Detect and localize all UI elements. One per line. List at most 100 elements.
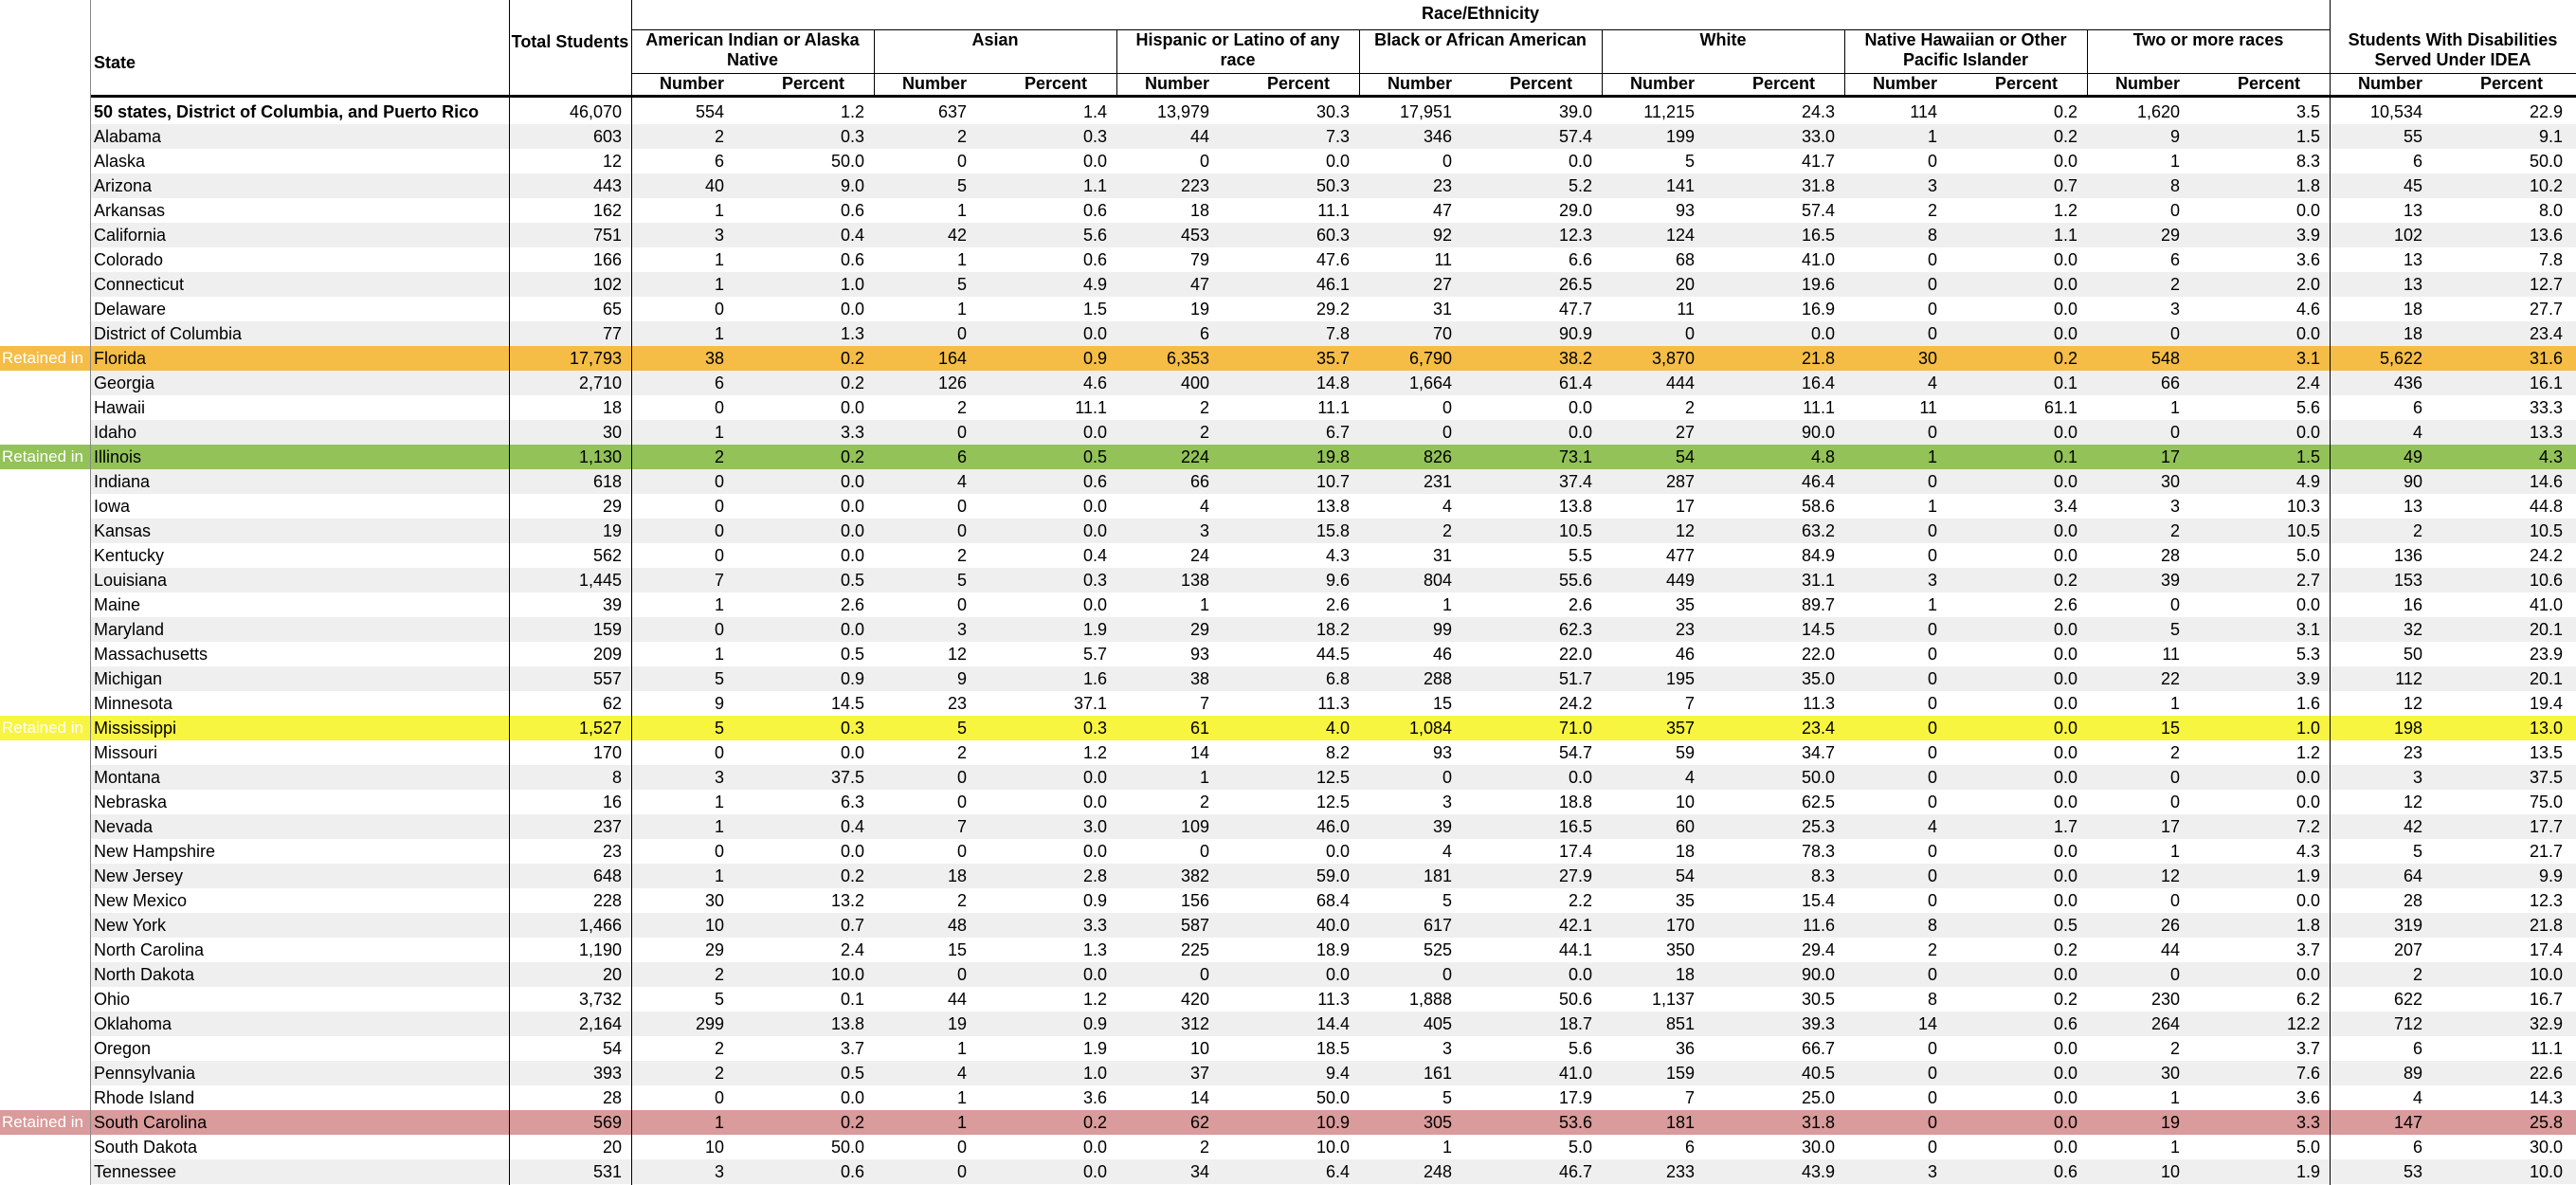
number-cell: 0 [1927, 965, 1937, 984]
number-cell: 2 [1442, 521, 1452, 540]
percent-cell: 30.3 [1315, 102, 1350, 121]
state-name: Massachusetts [94, 645, 209, 664]
number-cell: 7 [1684, 694, 1695, 713]
percent-cell: 46.0 [1315, 817, 1350, 836]
percent-cell: 0.2 [1082, 1113, 1107, 1132]
state-name: Michigan [94, 669, 163, 688]
percent-cell: 40.0 [1315, 916, 1350, 935]
header-group: Hispanic or Latino of any race [1135, 30, 1340, 69]
percent-cell: 90.0 [1801, 965, 1835, 984]
percent-cell: 4.6 [1082, 374, 1107, 392]
row-background [90, 346, 2576, 371]
number-cell: 804 [1423, 571, 1452, 590]
percent-cell: 13.8 [1558, 497, 1592, 516]
number-cell: 4 [1442, 842, 1452, 861]
number-cell: 93 [1189, 645, 1209, 664]
number-cell: 109 [1180, 817, 1209, 836]
number-cell: 0 [956, 768, 967, 787]
number-cell: 1 [1927, 595, 1937, 614]
state-name: Mississippi [94, 719, 177, 738]
state-name: Maine [94, 595, 141, 614]
percent-cell: 8.3 [2295, 152, 2320, 171]
state-name: 50 states, District of Columbia, and Pue… [94, 102, 480, 121]
percent-cell: 16.7 [2529, 990, 2563, 1009]
percent-cell: 29.2 [1315, 300, 1350, 319]
percent-cell: 24.2 [2529, 546, 2563, 565]
percent-cell: 37.4 [1558, 472, 1592, 491]
total-students: 77 [602, 324, 622, 343]
number-cell: 231 [1423, 472, 1452, 491]
percent-cell: 63.2 [1801, 521, 1835, 540]
number-cell: 48 [947, 916, 967, 935]
total-students: 3,732 [578, 990, 622, 1009]
header-percent: Percent [1994, 74, 2059, 93]
percent-cell: 0.5 [2053, 916, 2077, 935]
number-cell: 2 [714, 1039, 724, 1058]
total-students: 20 [602, 965, 622, 984]
percent-cell: 5.6 [2295, 398, 2320, 417]
percent-cell: 1.5 [2295, 127, 2320, 146]
row-background [90, 938, 2576, 962]
percent-cell: 3.7 [2295, 940, 2320, 959]
percent-cell: 17.4 [1558, 842, 1592, 861]
number-cell: 1 [714, 595, 724, 614]
state-name: Ohio [94, 990, 131, 1009]
total-students: 569 [592, 1113, 622, 1132]
row-background [90, 100, 2576, 124]
number-cell: 12 [2160, 866, 2180, 885]
percent-cell: 35.7 [1315, 349, 1350, 368]
number-cell: 26 [2160, 916, 2180, 935]
percent-cell: 0.0 [840, 743, 864, 762]
number-cell: 1 [714, 423, 724, 442]
number-cell: 554 [695, 102, 724, 121]
number-cell: 13 [2403, 201, 2422, 220]
percent-cell: 19.6 [1801, 275, 1835, 294]
border [1844, 30, 1845, 95]
number-cell: 3 [714, 226, 724, 245]
border [874, 30, 875, 95]
number-cell: 0 [956, 1138, 967, 1157]
percent-cell: 0.0 [2053, 891, 2077, 910]
number-cell: 27 [1432, 275, 1452, 294]
percent-cell: 3.5 [2295, 102, 2320, 121]
number-cell: 2 [1199, 398, 1209, 417]
number-cell: 312 [1180, 1014, 1209, 1033]
number-cell: 44 [1189, 127, 1209, 146]
number-cell: 1 [2169, 398, 2180, 417]
number-cell: 1 [956, 1088, 967, 1107]
percent-cell: 9.4 [1325, 1064, 1350, 1083]
number-cell: 712 [2393, 1014, 2422, 1033]
header-percent: Percent [1751, 74, 1816, 93]
percent-cell: 44.1 [1558, 940, 1592, 959]
number-cell: 156 [1180, 891, 1209, 910]
percent-cell: 3.9 [2295, 226, 2320, 245]
number-cell: 46 [1675, 645, 1695, 664]
percent-cell: 0.5 [840, 1064, 864, 1083]
number-cell: 11 [1677, 300, 1695, 319]
number-cell: 1 [714, 817, 724, 836]
number-cell: 1 [714, 645, 724, 664]
number-cell: 10 [1675, 793, 1695, 811]
percent-cell: 0.0 [1082, 521, 1107, 540]
percent-cell: 16.1 [2529, 374, 2563, 392]
percent-cell: 51.7 [1558, 669, 1592, 688]
percent-cell: 1.2 [2295, 743, 2320, 762]
number-cell: 0 [956, 842, 967, 861]
number-cell: 0 [1927, 423, 1937, 442]
number-cell: 0 [1442, 768, 1452, 787]
percent-cell: 2.6 [2053, 595, 2077, 614]
percent-cell: 10.6 [2529, 571, 2563, 590]
number-cell: 181 [1423, 866, 1452, 885]
percent-cell: 0.9 [1082, 349, 1107, 368]
percent-cell: 9.1 [2538, 127, 2563, 146]
retained-label: Retained in [2, 719, 84, 737]
percent-cell: 60.3 [1315, 226, 1350, 245]
percent-cell: 0.6 [1082, 250, 1107, 269]
percent-cell: 0.0 [2053, 1113, 2077, 1132]
state-name: Pennsylvania [94, 1064, 196, 1083]
percent-cell: 89.7 [1801, 595, 1835, 614]
percent-cell: 16.5 [1801, 226, 1835, 245]
number-cell: 0 [1199, 842, 1209, 861]
percent-cell: 0.0 [2053, 965, 2077, 984]
percent-cell: 9.6 [1325, 571, 1350, 590]
